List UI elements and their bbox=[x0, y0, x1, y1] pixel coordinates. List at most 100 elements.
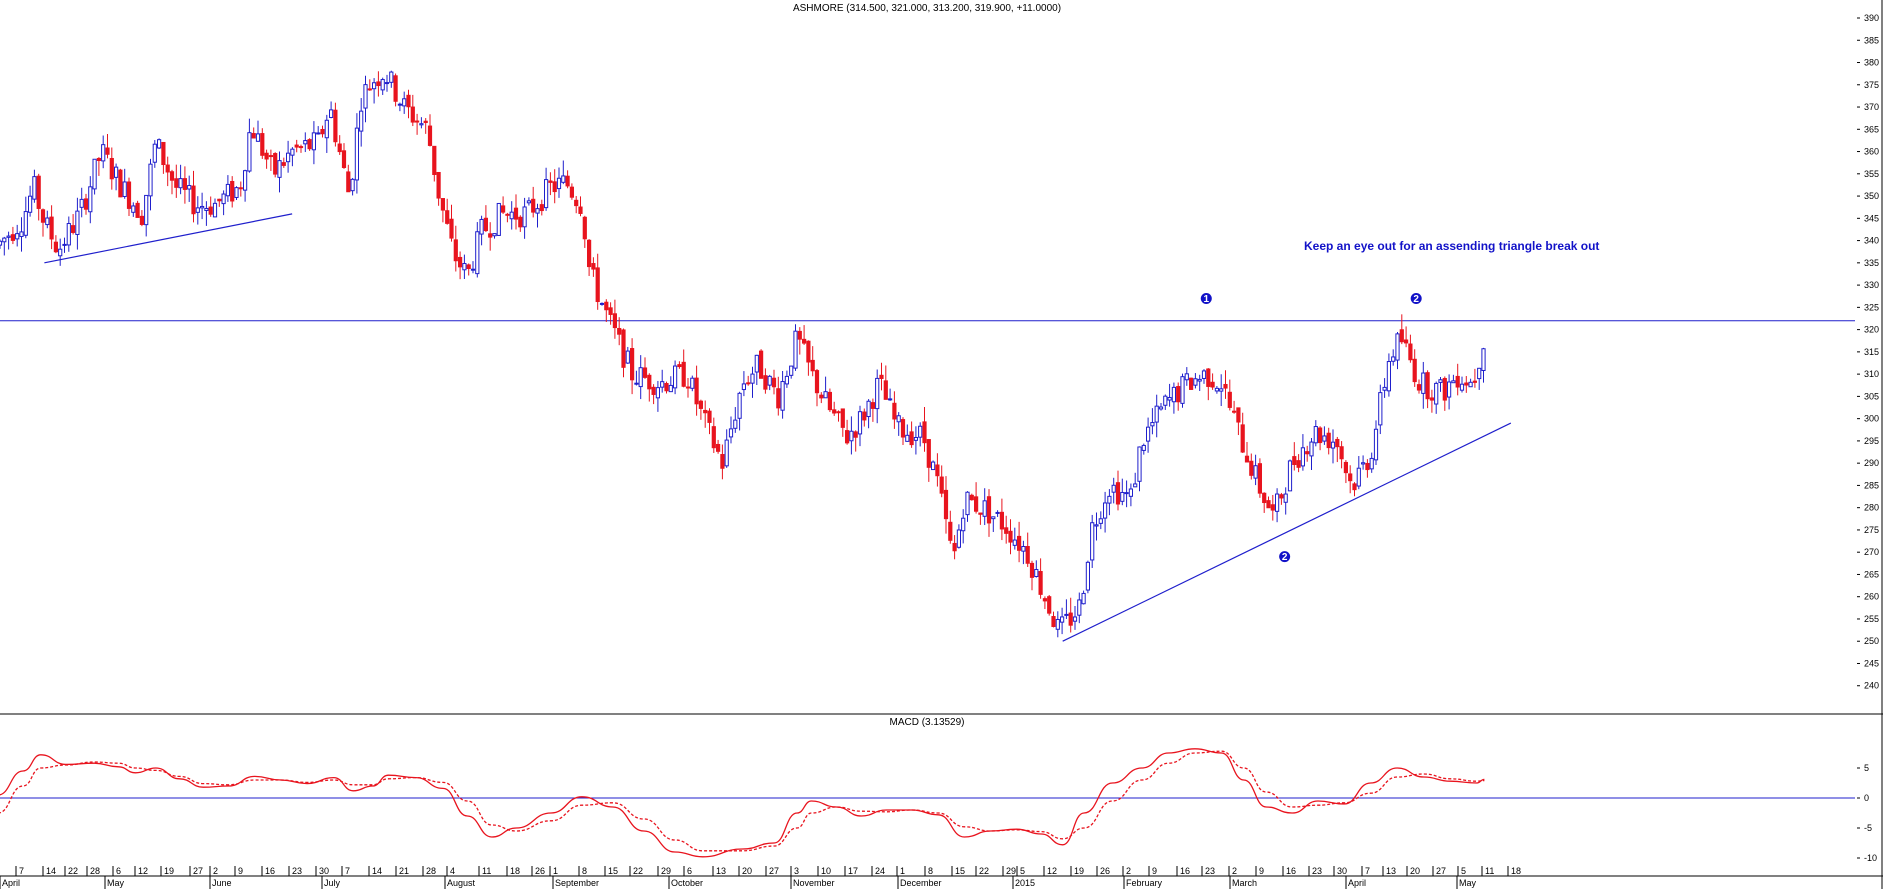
candle bbox=[896, 412, 901, 436]
candle-body bbox=[1257, 463, 1263, 494]
candle bbox=[943, 476, 949, 534]
candle bbox=[144, 194, 149, 237]
candle bbox=[1120, 478, 1125, 506]
x-month-label: August bbox=[447, 878, 476, 888]
x-day-label: 12 bbox=[1047, 866, 1057, 876]
candle bbox=[62, 237, 67, 253]
candle-body bbox=[1348, 473, 1353, 482]
candle-body bbox=[200, 205, 205, 209]
candle bbox=[591, 257, 596, 277]
candle bbox=[1455, 363, 1460, 396]
candle-body bbox=[415, 120, 420, 123]
candle-body bbox=[311, 132, 316, 151]
candle bbox=[1184, 367, 1189, 386]
candle bbox=[88, 176, 93, 224]
candle bbox=[905, 424, 910, 442]
candle-body bbox=[1072, 616, 1078, 622]
candle-body bbox=[556, 177, 562, 190]
candle-body bbox=[1416, 384, 1422, 391]
candle-body bbox=[819, 394, 824, 399]
x-day-label: 4 bbox=[450, 866, 455, 876]
x-day-label: 7 bbox=[1365, 866, 1370, 876]
candle-body bbox=[1133, 483, 1138, 488]
candle bbox=[1438, 376, 1443, 392]
candle bbox=[827, 388, 832, 412]
candle-body bbox=[1249, 460, 1254, 476]
candle-body bbox=[853, 431, 858, 438]
candle-body bbox=[896, 415, 901, 423]
candle bbox=[191, 170, 196, 223]
candle-body bbox=[483, 217, 488, 232]
candle-body bbox=[470, 268, 476, 271]
candle bbox=[1193, 373, 1198, 389]
marker-1: 1 bbox=[1200, 292, 1212, 305]
candle-body bbox=[569, 186, 574, 198]
candle bbox=[290, 147, 295, 167]
candle bbox=[978, 512, 983, 525]
candle bbox=[1395, 332, 1400, 370]
candle bbox=[376, 71, 381, 97]
price-chart-title: ASHMORE (314.500, 321.000, 313.200, 319.… bbox=[793, 3, 1061, 14]
candle-body bbox=[157, 139, 162, 149]
price-y-tick-label: 385 bbox=[1864, 35, 1879, 45]
candle bbox=[221, 190, 226, 216]
candle bbox=[397, 102, 402, 112]
candle bbox=[298, 144, 304, 153]
candle-body bbox=[1081, 592, 1086, 605]
x-day-label: 19 bbox=[1074, 866, 1084, 876]
candle-body bbox=[1305, 451, 1310, 455]
candle-body bbox=[380, 79, 385, 91]
marker-circle bbox=[1279, 551, 1291, 563]
candle-body bbox=[1421, 372, 1426, 394]
candle bbox=[668, 376, 673, 393]
candle-body bbox=[810, 359, 815, 372]
candle-body bbox=[427, 125, 433, 146]
x-day-label: 27 bbox=[769, 866, 779, 876]
candle bbox=[1386, 353, 1392, 397]
x-day-label: 17 bbox=[848, 866, 858, 876]
candle-body bbox=[1214, 387, 1220, 392]
candle bbox=[879, 362, 884, 391]
candle bbox=[810, 346, 815, 377]
candle-body bbox=[513, 207, 519, 220]
candle-body bbox=[307, 139, 312, 150]
marker-3: 2 bbox=[1279, 551, 1291, 563]
candle bbox=[329, 101, 334, 119]
candle-body bbox=[1300, 447, 1306, 467]
candle-body bbox=[475, 231, 480, 275]
candle-body bbox=[1378, 392, 1383, 426]
candle-body bbox=[62, 243, 67, 246]
candle bbox=[909, 421, 914, 448]
candle-body bbox=[582, 216, 587, 240]
candle-body bbox=[1468, 381, 1473, 388]
candle-body bbox=[1167, 396, 1172, 401]
candle-body bbox=[638, 367, 643, 388]
candle-body bbox=[655, 387, 660, 399]
x-day-label: 26 bbox=[535, 866, 545, 876]
candle bbox=[2, 236, 7, 256]
candle bbox=[733, 407, 738, 433]
candle bbox=[763, 368, 768, 394]
candle-body bbox=[1029, 562, 1035, 578]
candle-body bbox=[1275, 493, 1280, 512]
candle bbox=[470, 261, 476, 274]
x-day-label: 29 bbox=[1006, 866, 1016, 876]
candle-body bbox=[286, 152, 291, 163]
candle bbox=[556, 167, 562, 198]
candle bbox=[251, 127, 256, 139]
price-y-tick-label: 345 bbox=[1864, 213, 1879, 223]
macd-signal-line bbox=[0, 750, 1485, 852]
candle bbox=[651, 384, 656, 405]
candle-body bbox=[759, 350, 764, 379]
candle-body bbox=[221, 193, 226, 205]
candle-body bbox=[724, 439, 729, 467]
candle bbox=[1081, 590, 1086, 605]
candle-body bbox=[15, 233, 20, 240]
candle-body bbox=[995, 511, 1000, 514]
candle bbox=[823, 376, 828, 399]
candle bbox=[217, 198, 222, 207]
x-day-label: 8 bbox=[582, 866, 587, 876]
macd-line-layer bbox=[0, 748, 1855, 858]
candle-body bbox=[131, 205, 136, 213]
candle-body bbox=[66, 223, 71, 246]
